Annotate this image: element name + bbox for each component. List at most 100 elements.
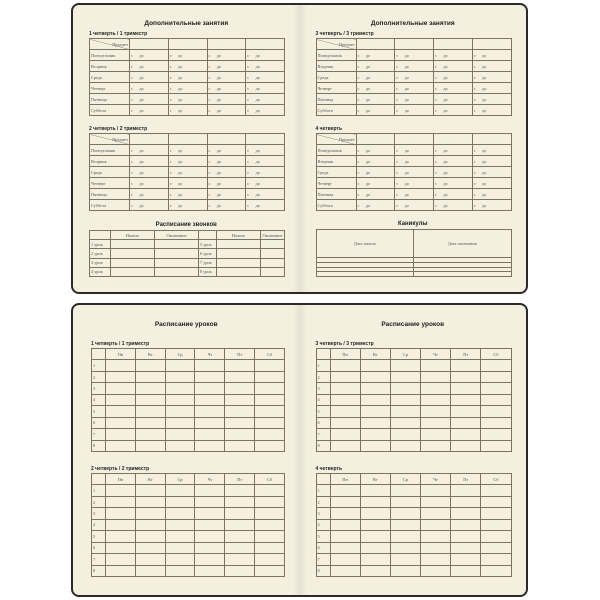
lesson-number: 6 xyxy=(315,541,331,555)
lesson-label: 7 урок xyxy=(198,257,217,268)
weekday-header: Пн xyxy=(105,472,136,486)
lesson-cell xyxy=(254,553,285,566)
lesson-cell xyxy=(419,359,452,372)
lesson-cell xyxy=(419,439,452,452)
lesson-cell xyxy=(419,518,452,532)
lesson-cell xyxy=(105,416,136,430)
table-row: Пятница с до с до с до с до xyxy=(89,93,285,105)
holiday-header-cell: Дата начала xyxy=(315,228,414,259)
time-cell: с до xyxy=(245,155,285,167)
lesson-cell xyxy=(389,564,421,577)
time-cell: с до xyxy=(471,104,512,116)
lesson-cell xyxy=(389,530,421,543)
time-cell: с до xyxy=(394,144,434,156)
lesson-cell xyxy=(254,507,285,520)
start-cell xyxy=(216,266,261,278)
lesson-number: 3 xyxy=(315,382,331,395)
time-cell: с до xyxy=(355,144,396,156)
time-cell: с до xyxy=(206,199,247,211)
lesson-number: 8 xyxy=(91,439,106,452)
lesson-cell xyxy=(224,405,256,418)
day-cell: Вторник xyxy=(89,155,130,167)
time-cell: с до xyxy=(355,82,396,94)
table-row: Среда с до с до с до с до xyxy=(89,71,285,83)
time-cell: с до xyxy=(471,71,512,83)
table-row: Вторник с до с до с до с до xyxy=(315,155,512,167)
table-row: Вторник с до с до с до с до xyxy=(89,60,285,72)
time-cell: с до xyxy=(471,49,512,61)
subject-cell xyxy=(433,38,473,50)
weekday-header: Чт xyxy=(194,472,226,486)
table-row: 2 xyxy=(315,370,512,384)
page-extra-classes-right: Дополнительные занятия 3 четверть / 3 тр… xyxy=(300,5,527,292)
time-cell: с до xyxy=(433,188,473,200)
start-date-cell xyxy=(315,271,414,277)
extra-classes-table: Предмет Понедельник с до с до с до с до Вторни… xyxy=(315,133,512,211)
day-cell: Суббота xyxy=(315,199,357,211)
table-row: 3 xyxy=(91,382,285,395)
time-cell: с до xyxy=(245,71,285,83)
subject-cell xyxy=(129,38,169,50)
lesson-cell xyxy=(389,507,421,520)
lesson-cell xyxy=(105,530,136,543)
weekday-header: Вт xyxy=(134,472,166,486)
lesson-number: 5 xyxy=(315,530,331,543)
section-label: 1 четверть / 1 триместр xyxy=(91,341,150,347)
lesson-cell xyxy=(164,439,196,452)
day-cell: Пятница xyxy=(315,188,357,200)
lesson-cell xyxy=(134,416,166,430)
lesson-number: 5 xyxy=(315,405,331,418)
time-cell: с до xyxy=(245,199,285,211)
start-cell xyxy=(110,257,155,268)
lesson-cell xyxy=(480,359,512,372)
lesson-cell xyxy=(224,428,256,441)
section-label: 1 четверть / 1 триместр xyxy=(89,31,148,37)
end-cell xyxy=(260,239,285,250)
time-cell: с до xyxy=(471,166,512,178)
end-cell xyxy=(260,257,285,268)
lesson-cell xyxy=(164,405,196,418)
lesson-cell xyxy=(105,541,136,555)
lesson-cell xyxy=(450,495,482,509)
lesson-cell xyxy=(194,405,226,418)
lesson-cell xyxy=(164,530,196,543)
weekday-header: Пн xyxy=(105,347,136,361)
time-cell: с до xyxy=(355,166,396,178)
lesson-cell xyxy=(254,416,285,430)
lesson-cell xyxy=(105,564,136,577)
end-cell xyxy=(154,266,199,278)
extra-classes-table: Предмет Понедельник с до с до с до с до Вторни… xyxy=(89,38,285,116)
time-cell: с до xyxy=(245,60,285,72)
section-label: 4 четверть xyxy=(315,126,343,132)
day-cell: Понедельник xyxy=(89,49,130,61)
lesson-cell xyxy=(359,393,391,407)
lesson-cell xyxy=(450,553,482,566)
time-cell: с до xyxy=(167,60,208,72)
section-label: 2 четверть / 2 триместр xyxy=(91,466,150,472)
table-row: Вторник с до с до с до с до xyxy=(315,60,512,72)
day-cell: Четверг xyxy=(315,177,357,189)
holiday-header-cell: Дата окончания xyxy=(413,228,512,259)
lesson-cell xyxy=(419,564,452,577)
lesson-cell xyxy=(224,495,256,509)
lesson-cell xyxy=(254,382,285,395)
lesson-cell xyxy=(224,541,256,555)
subject-header-cell: Предмет xyxy=(315,133,357,145)
table-row: Пятница с до с до с до с до xyxy=(315,188,512,200)
table-row: Суббота с до с до с до с до xyxy=(89,199,285,211)
table-row: 2 xyxy=(91,495,285,509)
top-spread: Дополнительные занятия 1 четверть / 1 тр… xyxy=(71,3,528,294)
time-cell: с до xyxy=(355,188,396,200)
lesson-cell xyxy=(329,370,361,384)
lesson-label: 4 урок xyxy=(89,266,111,278)
time-cell: с до xyxy=(206,155,247,167)
lesson-cell xyxy=(450,484,482,497)
lesson-number: 3 xyxy=(91,382,106,395)
lesson-cell xyxy=(224,416,256,430)
lesson-cell xyxy=(359,370,391,384)
day-cell: Среда xyxy=(89,71,130,83)
time-cell: с до xyxy=(129,82,169,94)
time-cell: с до xyxy=(394,82,434,94)
time-cell: с до xyxy=(206,104,247,116)
time-cell: с до xyxy=(167,155,208,167)
